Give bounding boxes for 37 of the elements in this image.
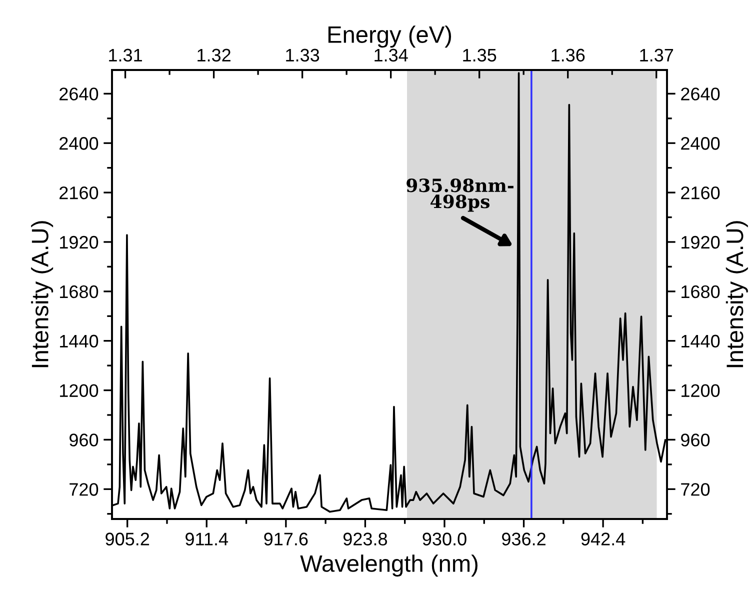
x-tick-label: 905.2 <box>106 532 150 546</box>
y2-tick-label: 2160 <box>681 186 720 200</box>
y-tick-label: 1920 <box>60 236 98 249</box>
y-tick-label: 2640 <box>60 88 98 100</box>
y2-tick-label: 960 <box>681 434 710 446</box>
y-tick-label: 2400 <box>60 137 98 150</box>
x-tick-label: 923.8 <box>343 532 388 546</box>
x-tick-label: 930.0 <box>422 532 466 546</box>
y2-tick-label: 2400 <box>681 137 720 150</box>
y2-tick-label: 1680 <box>682 285 720 298</box>
x-tick-label: 942.4 <box>581 532 626 546</box>
annotation: 935.98nm- 498ps <box>406 178 514 212</box>
y-axis-title: Intensity (A.U) <box>31 221 54 368</box>
y-tick-label: 1440 <box>60 334 98 348</box>
y2-axis-title: Intensity (A.U) <box>726 221 748 368</box>
x2-tick-label: 1.37 <box>640 48 674 62</box>
y-tick-label: 1200 <box>60 384 98 397</box>
x-tick-label: 936.2 <box>502 532 546 546</box>
y2-tick-label: 1920 <box>682 236 720 249</box>
x2-axis-title: Energy (eV) <box>328 26 452 48</box>
x-axis-title: Wavelength (nm) <box>300 554 478 577</box>
y-tick-label: 720 <box>70 483 98 496</box>
x2-tick-label: 1.34 <box>374 48 408 62</box>
y-tick-label: 2160 <box>60 186 98 200</box>
y2-tick-label: 2640 <box>681 88 720 100</box>
y-tick-label: 960 <box>70 434 98 446</box>
x2-tick-label: 1.33 <box>286 48 320 62</box>
x2-tick-label: 1.31 <box>109 48 142 62</box>
y2-tick-label: 720 <box>681 483 710 496</box>
x-tick-label: 917.6 <box>264 532 308 546</box>
y2-tick-label: 1200 <box>682 384 720 397</box>
y2-tick-label: 1440 <box>682 334 720 348</box>
y-tick-label: 1680 <box>60 285 98 298</box>
x-tick-label: 911.4 <box>186 532 228 546</box>
x2-tick-label: 1.36 <box>552 48 585 62</box>
x2-tick-label: 1.35 <box>463 48 496 62</box>
x2-tick-label: 1.32 <box>198 48 230 62</box>
